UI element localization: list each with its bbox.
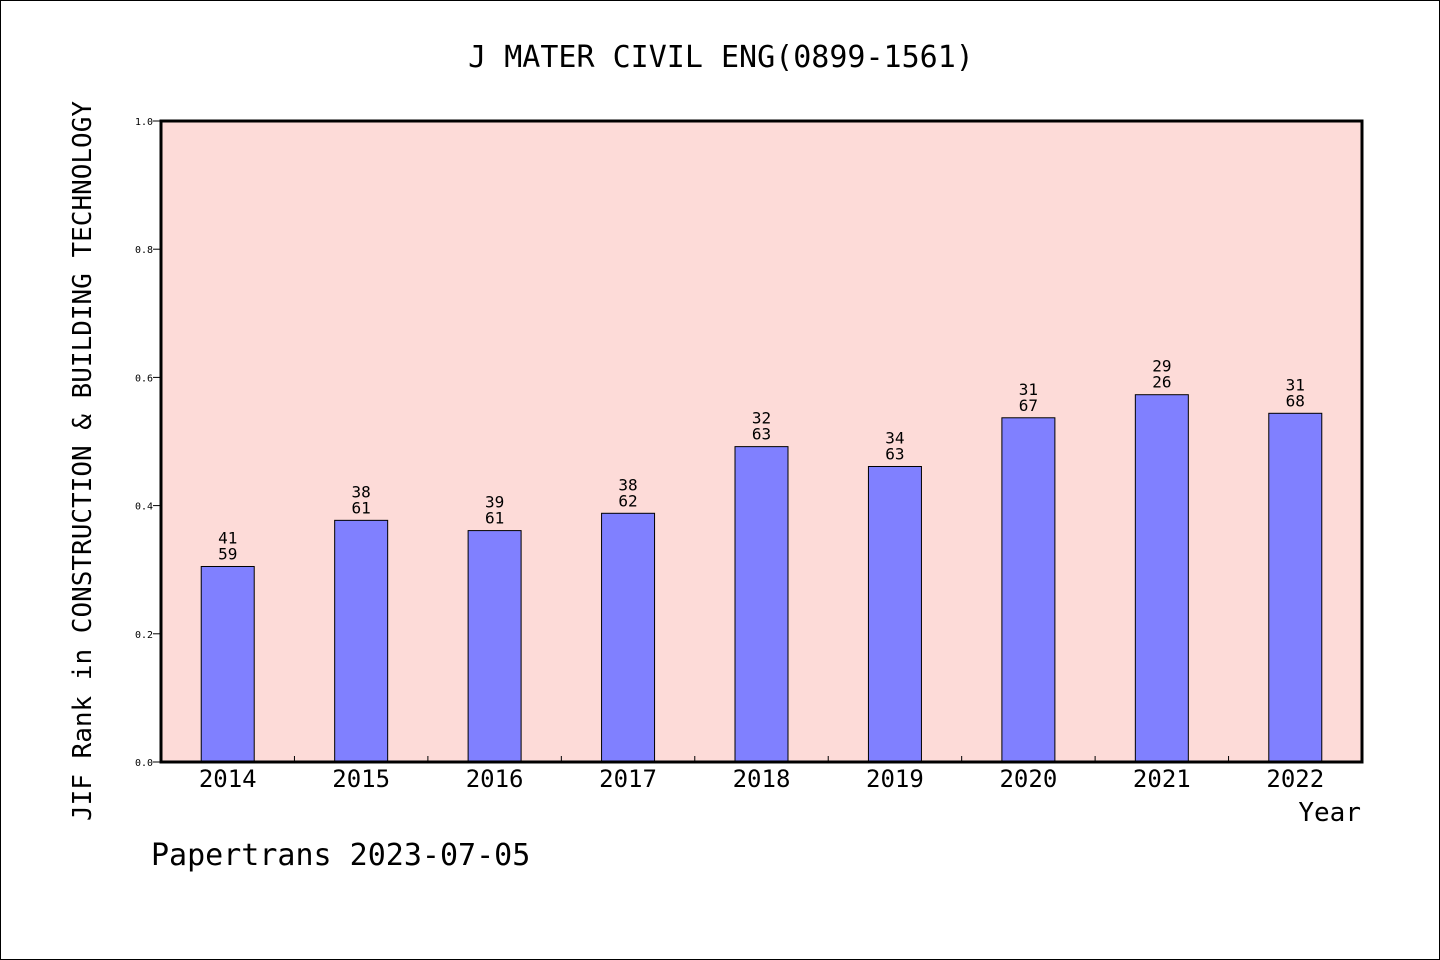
total-label-2014: 59 <box>218 544 237 563</box>
rank-label-2017: 38 <box>618 475 637 494</box>
bar-2018 <box>734 446 789 763</box>
total-label-2016: 61 <box>485 509 504 528</box>
bar-2017 <box>601 512 656 763</box>
y-tick-label: 0.8 <box>135 245 153 256</box>
x-tick-label-2019: 2019 <box>866 765 924 793</box>
bar-2022 <box>1268 412 1323 763</box>
total-label-2021: 26 <box>1152 373 1171 392</box>
y-tick-label: 1.0 <box>135 117 153 128</box>
x-tick-label-2020: 2020 <box>999 765 1057 793</box>
total-label-2020: 67 <box>1019 396 1038 415</box>
x-axis: 2014 2015 2016 2017 2018 2019 2020 2021 2022 <box>199 756 1324 793</box>
x-tick-label-2022: 2022 <box>1266 765 1324 793</box>
rank-label-2016: 39 <box>485 493 504 512</box>
x-axis-label: Year <box>1298 798 1361 828</box>
rank-label-2015: 38 <box>352 482 371 501</box>
total-label-2015: 61 <box>352 498 371 517</box>
plot-border <box>159 119 1364 764</box>
footer-credit: Papertrans 2023-07-05 <box>151 838 530 873</box>
y-tick-label: 0.4 <box>135 502 153 513</box>
rank-label-2019: 34 <box>885 428 904 447</box>
x-tick-label-2021: 2021 <box>1133 765 1191 793</box>
rank-label-2022: 31 <box>1286 375 1305 394</box>
rank-label-2018: 32 <box>752 409 771 428</box>
bar-2021 <box>1134 394 1189 763</box>
y-tick-label: 0.6 <box>135 373 153 384</box>
x-tick-label-2014: 2014 <box>199 765 257 793</box>
bar-2015 <box>334 519 389 763</box>
chart-title: J MATER CIVIL ENG(0899-1561) <box>468 40 974 75</box>
total-label-2022: 68 <box>1286 391 1305 410</box>
bar-2014 <box>200 565 255 763</box>
y-axis-label: JIF Rank in CONSTRUCTION & BUILDING TECH… <box>68 101 98 821</box>
bar-2020 <box>1001 417 1056 763</box>
bar-2019 <box>867 465 922 763</box>
x-tick-label-2017: 2017 <box>599 765 657 793</box>
total-label-2019: 63 <box>885 444 904 463</box>
y-tick-label: 0.0 <box>135 758 153 769</box>
rank-label-2014: 41 <box>218 528 237 547</box>
y-tick-label: 0.2 <box>135 630 153 641</box>
rank-label-2021: 29 <box>1152 357 1171 376</box>
total-label-2018: 63 <box>752 425 771 444</box>
total-label-2017: 62 <box>618 491 637 510</box>
x-tick-label-2015: 2015 <box>332 765 390 793</box>
y-axis: 0.0 0.2 0.4 0.6 0.8 1.0 <box>135 117 161 769</box>
bars-group <box>200 394 1323 763</box>
x-tick-label-2016: 2016 <box>466 765 524 793</box>
rank-label-2020: 31 <box>1019 380 1038 399</box>
x-tick-label-2018: 2018 <box>733 765 791 793</box>
bar-2016 <box>467 530 522 763</box>
